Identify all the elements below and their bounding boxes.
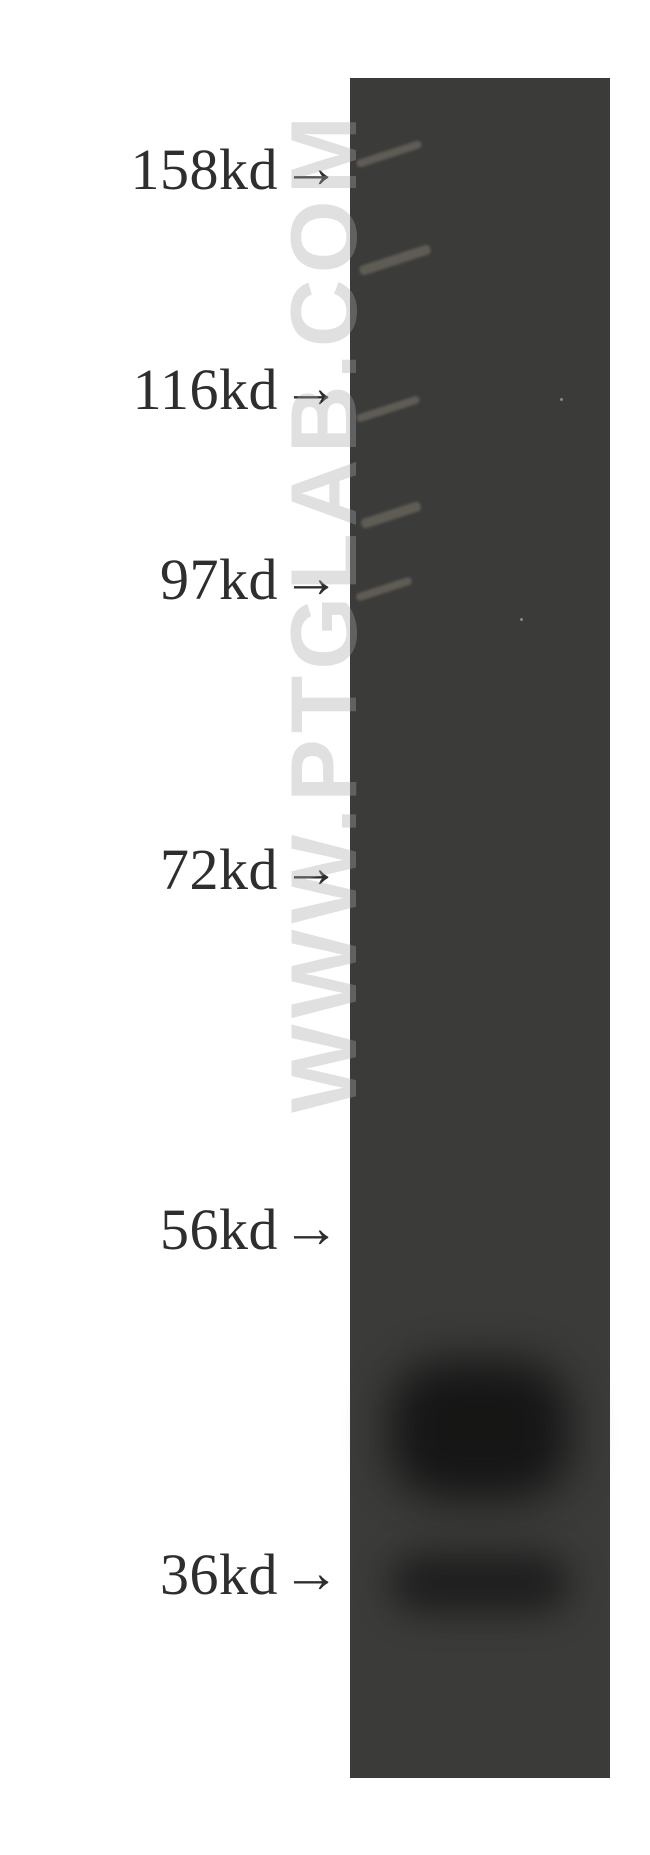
mw-marker-label: 97kd <box>0 546 278 613</box>
mw-marker: 158kd→ <box>0 136 340 203</box>
arrow-right-icon: → <box>282 839 340 897</box>
mw-marker: 97kd→ <box>0 546 340 613</box>
arrow-right-icon: → <box>282 359 340 417</box>
mw-marker-label: 56kd <box>0 1196 278 1263</box>
arrow-right-icon: → <box>282 1199 340 1257</box>
blot-lane <box>350 78 610 1778</box>
blot-band-secondary <box>390 1553 570 1613</box>
mw-marker: 36kd→ <box>0 1541 340 1608</box>
mw-marker-label: 36kd <box>0 1541 278 1608</box>
blot-band-main <box>390 1360 570 1500</box>
figure-container: 158kd→116kd→97kd→72kd→56kd→36kd→ WWW.PTG… <box>0 0 650 1855</box>
mw-marker: 116kd→ <box>0 356 340 423</box>
arrow-right-icon: → <box>282 139 340 197</box>
blot-speck <box>560 398 563 401</box>
mw-marker-label: 116kd <box>0 356 278 423</box>
arrow-right-icon: → <box>282 1544 340 1602</box>
arrow-right-icon: → <box>282 549 340 607</box>
mw-marker: 72kd→ <box>0 836 340 903</box>
mw-marker-label: 158kd <box>0 136 278 203</box>
mw-marker-label: 72kd <box>0 836 278 903</box>
blot-speck <box>520 618 523 621</box>
mw-marker: 56kd→ <box>0 1196 340 1263</box>
